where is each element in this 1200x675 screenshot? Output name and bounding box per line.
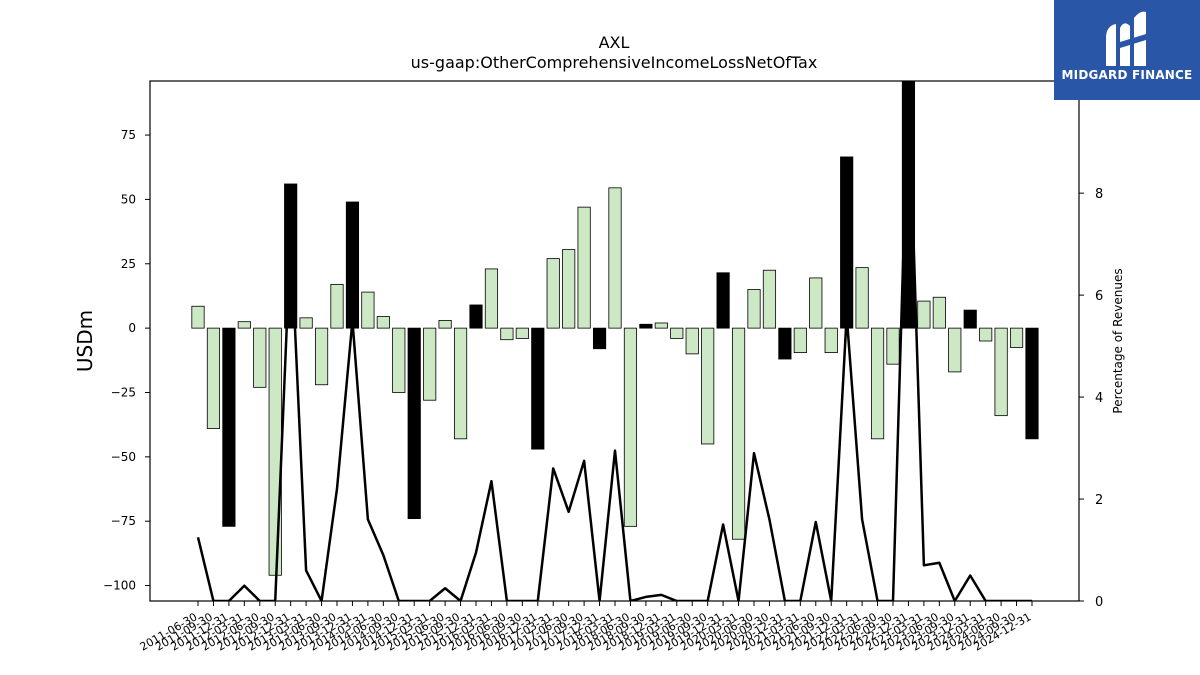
y2-axis: 0 2 4 6 8 — [1079, 187, 1103, 610]
bar — [577, 206, 591, 329]
bar — [716, 272, 730, 329]
bar — [268, 327, 282, 576]
bar — [423, 327, 437, 401]
y-tick-label: −100 — [103, 579, 136, 593]
bar — [639, 323, 653, 329]
bar — [500, 327, 514, 341]
bar — [623, 327, 638, 527]
y2-tick-label: 2 — [1095, 493, 1103, 508]
bar — [870, 327, 885, 440]
bar — [531, 327, 545, 450]
bar — [608, 187, 622, 329]
bar — [670, 327, 684, 339]
brand-logo: MIDGARD FINANCE — [1054, 0, 1200, 100]
bars-group — [191, 80, 1039, 576]
bar — [469, 304, 483, 329]
bar — [592, 327, 607, 350]
revenue-pct-line — [196, 81, 1032, 601]
y2-tick-label: 4 — [1095, 391, 1103, 406]
bar — [979, 327, 993, 342]
y2-axis-label: Percentage of Revenues — [1111, 268, 1125, 413]
bar — [886, 327, 900, 365]
bar — [932, 296, 946, 329]
bar — [917, 300, 931, 329]
y2-tick-label: 6 — [1095, 289, 1103, 304]
bar — [963, 309, 977, 329]
line-group — [196, 81, 1032, 601]
bar — [515, 327, 529, 339]
y-tick-label: −75 — [111, 514, 136, 528]
bar — [1009, 327, 1024, 348]
bar — [392, 327, 406, 393]
brand-name: MIDGARD FINANCE — [1061, 68, 1193, 82]
bar — [654, 322, 668, 329]
bar — [314, 327, 329, 386]
bar — [237, 321, 251, 329]
y-axis-label: USDm — [73, 310, 97, 372]
bar — [948, 327, 962, 373]
bar — [747, 289, 761, 329]
y-tick-label: −25 — [111, 385, 136, 399]
bar — [546, 258, 560, 329]
y-axis: −100 −75 −50 −25 0 25 50 75 — [103, 128, 150, 593]
bar — [840, 156, 854, 329]
bar — [762, 269, 777, 329]
bar — [824, 327, 838, 353]
bar — [1025, 327, 1039, 440]
bar — [376, 316, 390, 329]
bar — [453, 327, 468, 440]
y2-tick-label: 0 — [1095, 595, 1103, 610]
bar — [701, 327, 715, 445]
bar — [407, 327, 421, 520]
y-tick-label: 25 — [121, 257, 136, 271]
bar — [484, 268, 499, 329]
y-tick-label: 75 — [121, 128, 136, 142]
bar — [778, 327, 792, 360]
bar — [222, 327, 236, 527]
bar — [731, 327, 746, 540]
bar — [793, 327, 807, 353]
y2-tick-label: 8 — [1095, 187, 1103, 202]
x-axis: 2011-06-302011-09-302011-12-312012-03-31… — [138, 601, 1034, 654]
bar — [253, 327, 267, 388]
bar — [191, 305, 205, 329]
y-tick-label: 50 — [121, 192, 136, 206]
plot-frame — [149, 80, 1080, 602]
bar — [206, 327, 221, 429]
bar — [330, 283, 344, 329]
chart-title: AXL — [599, 33, 630, 52]
bar — [562, 249, 576, 329]
y-tick-label: −50 — [111, 450, 136, 464]
y-tick-label: 0 — [128, 321, 136, 335]
chart-subtitle: us-gaap:OtherComprehensiveIncomeLossNetO… — [411, 53, 818, 72]
bar — [809, 277, 823, 329]
bar — [685, 327, 699, 355]
bar — [361, 291, 375, 329]
mf-monogram-icon — [1106, 11, 1146, 67]
bar — [994, 327, 1008, 417]
bar — [299, 317, 313, 329]
bar — [855, 267, 869, 329]
bar — [438, 320, 452, 329]
bar — [345, 201, 360, 329]
